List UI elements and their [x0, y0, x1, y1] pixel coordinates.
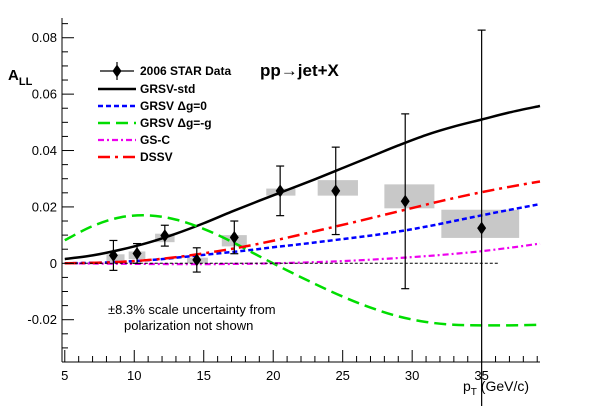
x-tick-label: 5 [61, 368, 68, 383]
data-point-9 [477, 221, 487, 235]
data-points [108, 29, 487, 406]
legend-entry-gs-c: GS-C [98, 133, 170, 147]
x-axis-title-main: p [463, 378, 471, 394]
process-label: pp→jet+X [260, 61, 340, 80]
x-tick-label: 20 [266, 368, 280, 383]
legend-entry-grsv-g-0: GRSV Δg=0 [98, 99, 207, 113]
data-point-2 [132, 246, 142, 260]
scale-uncertainty-note-line1: ±8.3% scale uncertainty from [108, 302, 276, 317]
legend-entry-grsv-std: GRSV-std [98, 82, 195, 96]
legend-label: GRSV Δg=-g [140, 116, 212, 130]
y-tick-label: 0.08 [32, 30, 57, 45]
legend-entry-data: 2006 STAR Data [100, 62, 231, 80]
x-axis-title-sub: T [471, 387, 477, 398]
data-point-8 [400, 194, 410, 208]
y-axis-title: ALL [8, 67, 33, 88]
data-point-1 [108, 248, 118, 262]
legend: 2006 STAR Data GRSV-std GRSV Δg=0 GRSV Δg=-… [98, 62, 231, 164]
legend-label: GRSV-std [140, 82, 195, 96]
curve-grsv-g-0 [64, 202, 541, 265]
y-tick-label: 0.06 [32, 87, 57, 102]
legend-entry-grsv-g-g: GRSV Δg=-g [98, 116, 212, 130]
curve-dssv [64, 180, 541, 265]
theory-curves [64, 104, 541, 327]
legend-label: GS-C [140, 133, 170, 147]
data-point-4 [192, 253, 202, 267]
systematic-box-8 [384, 184, 435, 209]
axes: 5 10 15 20 25 30 35 -0.02 0 0.02 0.04 0.06 0.08 [27, 18, 540, 383]
x-tick-label: 35 [474, 368, 488, 383]
x-axis-title: pT (GeV/c) [463, 378, 529, 398]
x-tick-label: 25 [335, 368, 349, 383]
x-axis-title-unit: (GeV/c) [477, 378, 529, 394]
curve-grsv-std [64, 104, 541, 261]
legend-label: GRSV Δg=0 [140, 99, 207, 113]
legend-label-data: 2006 STAR Data [140, 64, 231, 78]
x-tick-label: 30 [405, 368, 419, 383]
data-point-6 [275, 184, 285, 198]
x-tick-label: 10 [127, 368, 141, 383]
curve-gs-c [64, 242, 541, 266]
scale-uncertainty-note-line2: polarization not shown [124, 318, 253, 333]
curve-grsv-g-g [64, 214, 541, 327]
data-point-5 [229, 230, 239, 244]
legend-entry-dssv: DSSV [98, 150, 173, 164]
y-tick-label: 0.02 [32, 199, 57, 214]
legend-diamond [112, 64, 122, 78]
y-axis-title-main: A [8, 67, 19, 84]
x-tick-label: 15 [196, 368, 210, 383]
data-point-3 [160, 229, 170, 243]
y-axis-title-sub: LL [19, 76, 33, 88]
y-tick-label: 0.04 [32, 143, 57, 158]
data-point-7 [331, 184, 341, 198]
legend-label: DSSV [140, 150, 173, 164]
y-tick-label: 0 [50, 256, 57, 271]
y-tick-label: -0.02 [27, 312, 57, 327]
